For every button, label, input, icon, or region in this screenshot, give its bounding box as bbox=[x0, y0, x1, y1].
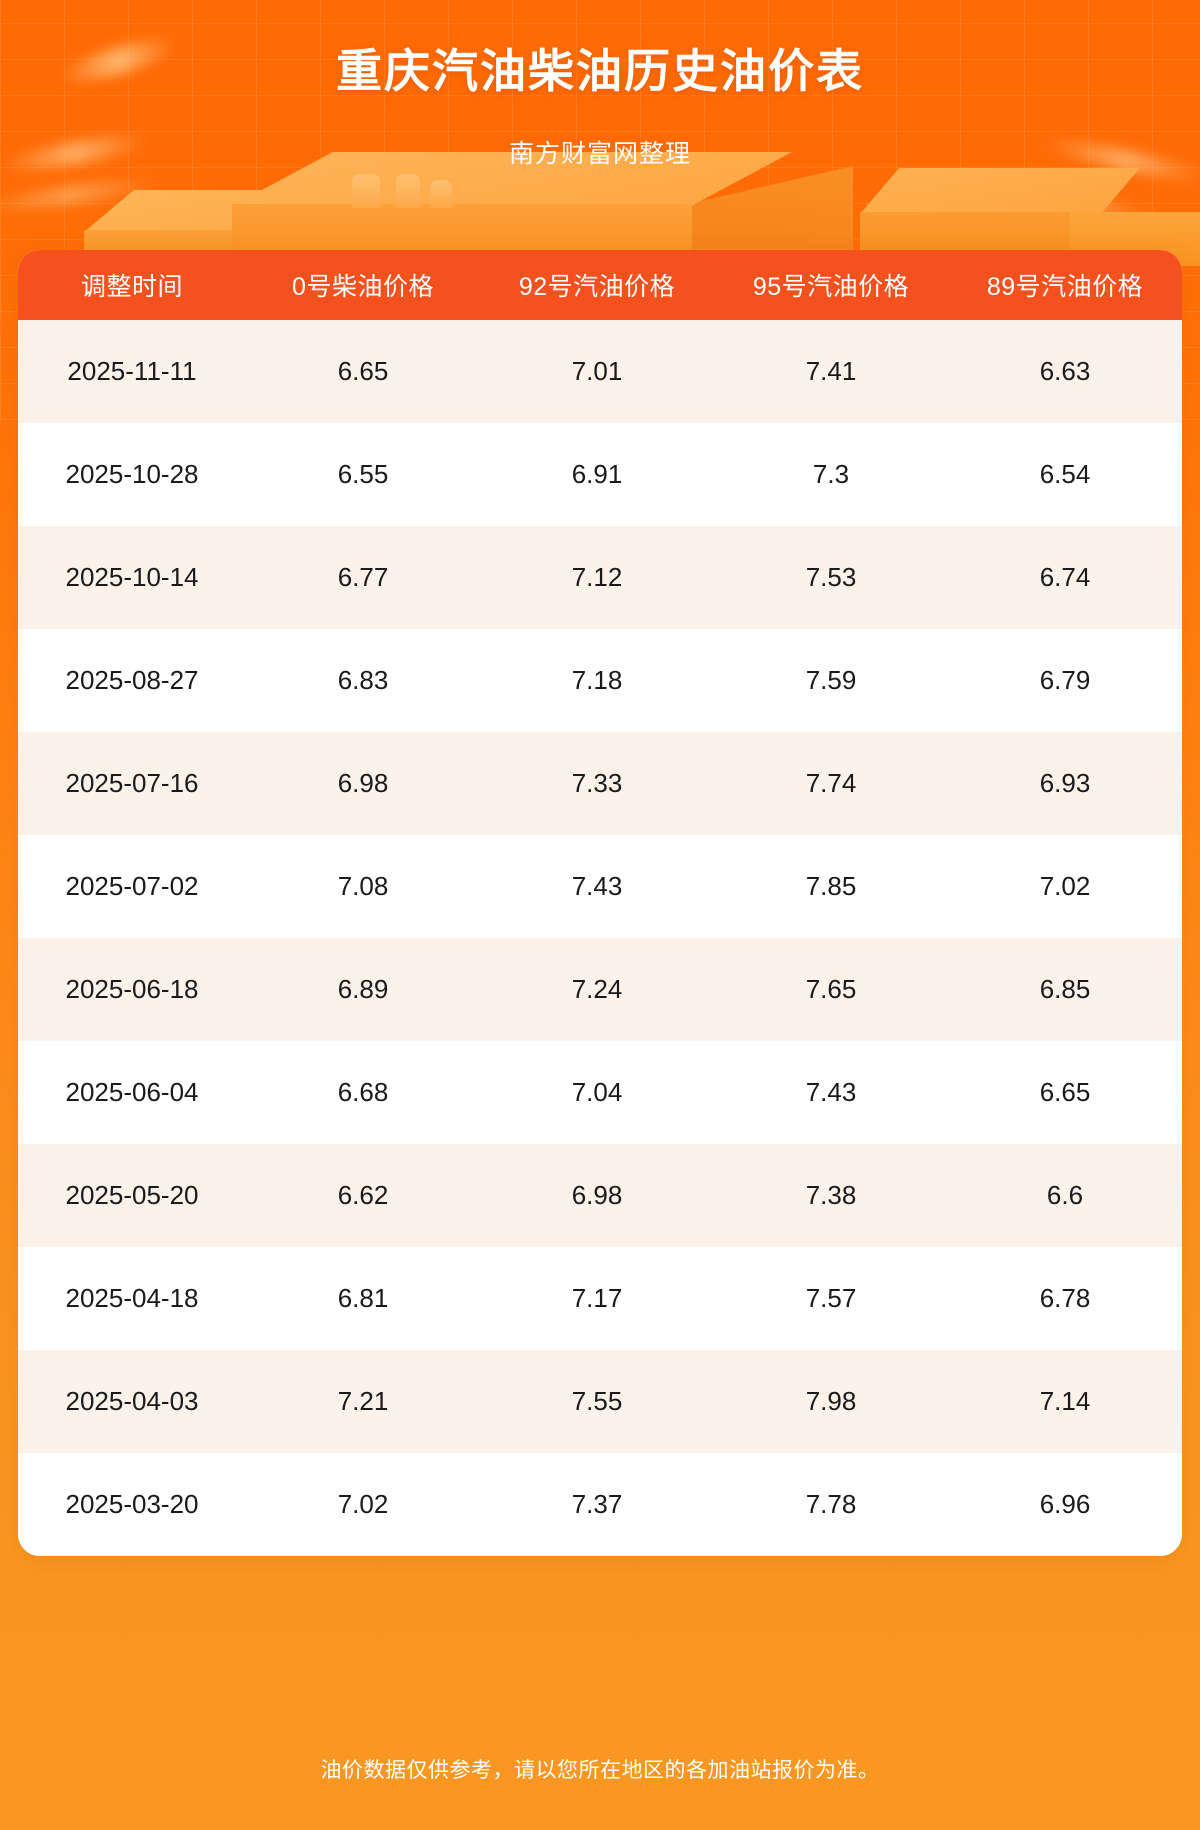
cell-gas92: 7.04 bbox=[480, 1041, 714, 1144]
cell-gas92: 7.37 bbox=[480, 1453, 714, 1556]
cell-date: 2025-04-18 bbox=[18, 1247, 246, 1350]
table-row: 2025-11-11 6.65 7.01 7.41 6.63 bbox=[18, 320, 1182, 423]
cell-diesel0: 6.98 bbox=[246, 732, 480, 835]
light-streak-decoration bbox=[1010, 178, 1160, 230]
cell-gas92: 7.43 bbox=[480, 835, 714, 938]
table-body: 2025-11-11 6.65 7.01 7.41 6.63 2025-10-2… bbox=[18, 320, 1182, 1556]
cell-gas95: 7.43 bbox=[714, 1041, 948, 1144]
cell-gas95: 7.78 bbox=[714, 1453, 948, 1556]
cell-gas89: 6.65 bbox=[948, 1041, 1182, 1144]
cell-gas89: 6.93 bbox=[948, 732, 1182, 835]
podium-nub-decoration bbox=[430, 180, 452, 208]
cell-date: 2025-06-18 bbox=[18, 938, 246, 1041]
table-header: 调整时间 0号柴油价格 92号汽油价格 95号汽油价格 89号汽油价格 bbox=[18, 250, 1182, 320]
table-row: 2025-06-18 6.89 7.24 7.65 6.85 bbox=[18, 938, 1182, 1041]
historical-fuel-price-table: 调整时间 0号柴油价格 92号汽油价格 95号汽油价格 89号汽油价格 2025… bbox=[18, 250, 1182, 1556]
page-title: 重庆汽油柴油历史油价表 bbox=[336, 45, 864, 97]
cell-date: 2025-10-28 bbox=[18, 423, 246, 526]
podium-nub-decoration bbox=[352, 174, 380, 208]
cell-gas92: 7.01 bbox=[480, 320, 714, 423]
cell-diesel0: 6.83 bbox=[246, 629, 480, 732]
cell-date: 2025-10-14 bbox=[18, 526, 246, 629]
podium-nub-decoration bbox=[396, 174, 420, 208]
cell-diesel0: 6.62 bbox=[246, 1144, 480, 1247]
column-header-gas89: 89号汽油价格 bbox=[948, 250, 1182, 320]
cell-date: 2025-11-11 bbox=[18, 320, 246, 423]
price-table-card: S 南方财富网 outhmoney.com 调整时间 0号柴油价格 92号汽油价… bbox=[18, 250, 1182, 1556]
cell-gas89: 6.54 bbox=[948, 423, 1182, 526]
column-header-gas95: 95号汽油价格 bbox=[714, 250, 948, 320]
table-row: 2025-08-27 6.83 7.18 7.59 6.79 bbox=[18, 629, 1182, 732]
cell-gas92: 7.18 bbox=[480, 629, 714, 732]
cell-date: 2025-07-02 bbox=[18, 835, 246, 938]
cell-diesel0: 6.89 bbox=[246, 938, 480, 1041]
cell-diesel0: 6.65 bbox=[246, 320, 480, 423]
cell-gas89: 6.96 bbox=[948, 1453, 1182, 1556]
cell-gas89: 7.02 bbox=[948, 835, 1182, 938]
cell-diesel0: 7.21 bbox=[246, 1350, 480, 1453]
column-header-date: 调整时间 bbox=[18, 250, 246, 320]
cell-gas92: 7.17 bbox=[480, 1247, 714, 1350]
cell-gas89: 6.85 bbox=[948, 938, 1182, 1041]
cell-gas92: 7.12 bbox=[480, 526, 714, 629]
cell-gas95: 7.65 bbox=[714, 938, 948, 1041]
cell-date: 2025-05-20 bbox=[18, 1144, 246, 1247]
cell-gas95: 7.53 bbox=[714, 526, 948, 629]
cell-gas95: 7.3 bbox=[714, 423, 948, 526]
column-header-gas92: 92号汽油价格 bbox=[480, 250, 714, 320]
cell-gas95: 7.59 bbox=[714, 629, 948, 732]
cell-date: 2025-08-27 bbox=[18, 629, 246, 732]
disclaimer-note: 油价数据仅供参考，请以您所在地区的各加油站报价为准。 bbox=[320, 1759, 880, 1782]
cell-gas95: 7.57 bbox=[714, 1247, 948, 1350]
table-row: 2025-10-14 6.77 7.12 7.53 6.74 bbox=[18, 526, 1182, 629]
light-streak-decoration bbox=[0, 173, 161, 217]
cell-date: 2025-07-16 bbox=[18, 732, 246, 835]
cell-gas95: 7.38 bbox=[714, 1144, 948, 1247]
cell-date: 2025-06-04 bbox=[18, 1041, 246, 1144]
cell-diesel0: 7.02 bbox=[246, 1453, 480, 1556]
cell-gas89: 6.6 bbox=[948, 1144, 1182, 1247]
page-subtitle: 南方财富网整理 bbox=[508, 140, 691, 168]
cell-gas92: 6.91 bbox=[480, 423, 714, 526]
cell-gas95: 7.85 bbox=[714, 835, 948, 938]
cell-gas95: 7.74 bbox=[714, 732, 948, 835]
cell-gas95: 7.41 bbox=[714, 320, 948, 423]
table-row: 2025-03-20 7.02 7.37 7.78 6.96 bbox=[18, 1453, 1182, 1556]
cell-gas92: 7.55 bbox=[480, 1350, 714, 1453]
cell-gas95: 7.98 bbox=[714, 1350, 948, 1453]
table-header-row: 调整时间 0号柴油价格 92号汽油价格 95号汽油价格 89号汽油价格 bbox=[18, 250, 1182, 320]
podium-block-decoration bbox=[84, 190, 334, 232]
cell-gas89: 7.14 bbox=[948, 1350, 1182, 1453]
table-row: 2025-05-20 6.62 6.98 7.38 6.6 bbox=[18, 1144, 1182, 1247]
cell-gas89: 6.78 bbox=[948, 1247, 1182, 1350]
cell-diesel0: 6.55 bbox=[246, 423, 480, 526]
cell-gas89: 6.79 bbox=[948, 629, 1182, 732]
table-row: 2025-06-04 6.68 7.04 7.43 6.65 bbox=[18, 1041, 1182, 1144]
podium-block-decoration bbox=[860, 168, 1140, 214]
column-header-diesel0: 0号柴油价格 bbox=[246, 250, 480, 320]
cell-gas89: 6.74 bbox=[948, 526, 1182, 629]
cell-diesel0: 6.77 bbox=[246, 526, 480, 629]
table-row: 2025-10-28 6.55 6.91 7.3 6.54 bbox=[18, 423, 1182, 526]
cell-gas92: 7.24 bbox=[480, 938, 714, 1041]
cell-date: 2025-04-03 bbox=[18, 1350, 246, 1453]
cell-gas92: 7.33 bbox=[480, 732, 714, 835]
table-row: 2025-04-18 6.81 7.17 7.57 6.78 bbox=[18, 1247, 1182, 1350]
cell-date: 2025-03-20 bbox=[18, 1453, 246, 1556]
cell-diesel0: 6.68 bbox=[246, 1041, 480, 1144]
cell-diesel0: 6.81 bbox=[246, 1247, 480, 1350]
cell-gas89: 6.63 bbox=[948, 320, 1182, 423]
table-row: 2025-07-16 6.98 7.33 7.74 6.93 bbox=[18, 732, 1182, 835]
table-row: 2025-07-02 7.08 7.43 7.85 7.02 bbox=[18, 835, 1182, 938]
cell-gas92: 6.98 bbox=[480, 1144, 714, 1247]
cell-diesel0: 7.08 bbox=[246, 835, 480, 938]
table-row: 2025-04-03 7.21 7.55 7.98 7.14 bbox=[18, 1350, 1182, 1453]
